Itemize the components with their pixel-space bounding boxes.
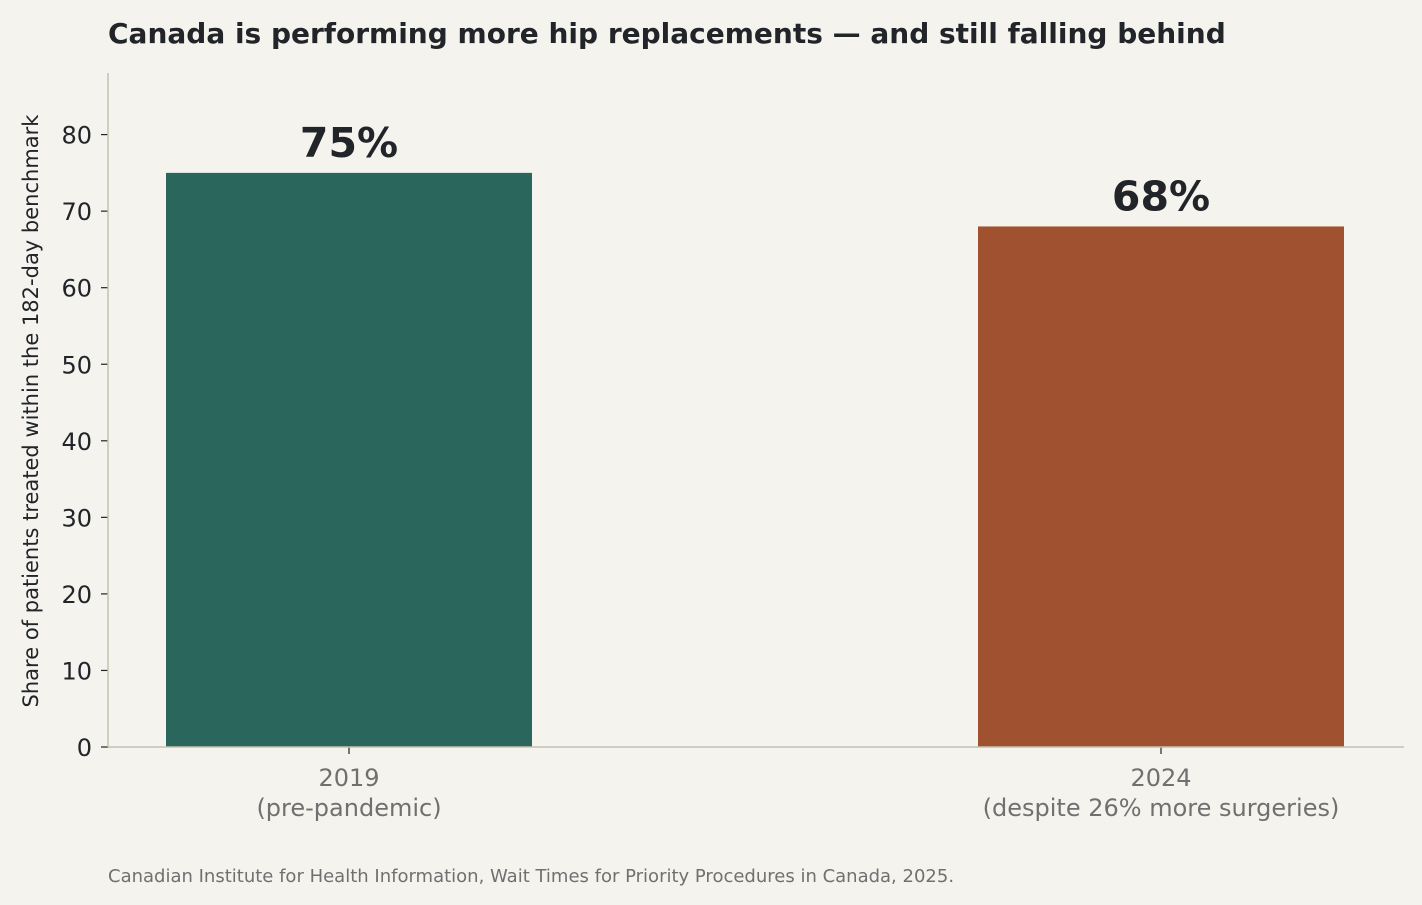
source-note: Canadian Institute for Health Informatio…	[108, 866, 954, 887]
y-tick-label: 80	[61, 122, 92, 150]
chart-title: Canada is performing more hip replacemen…	[108, 17, 1226, 50]
bar-2024	[978, 226, 1344, 747]
y-tick-label: 60	[61, 275, 92, 303]
y-axis-ticks: 0 10 20 30 40 50 60 70 80	[61, 122, 108, 762]
x-tick-label-note: (pre-pandemic)	[256, 794, 441, 822]
value-labels-group: 75% 68%	[300, 119, 1210, 221]
x-tick-label-year: 2019	[318, 764, 379, 792]
y-tick-label: 10	[61, 657, 92, 685]
x-axis-ticks: 2019(pre-pandemic) 2024(despite 26% more …	[256, 747, 1339, 822]
y-tick-label: 30	[61, 504, 92, 532]
y-tick-label: 40	[61, 428, 92, 456]
y-axis-label: Share of patients treated within the 182…	[19, 114, 43, 708]
y-tick-label: 20	[61, 581, 92, 609]
y-tick-label: 70	[61, 198, 92, 226]
value-label-2019: 75%	[300, 119, 398, 167]
bar-2019	[166, 172, 532, 747]
value-label-2024: 68%	[1112, 172, 1210, 220]
x-tick-label-note: (despite 26% more surgeries)	[983, 794, 1340, 822]
y-tick-label: 0	[77, 734, 92, 762]
bars-group	[166, 172, 1344, 747]
x-tick-label-year: 2024	[1130, 764, 1191, 792]
y-tick-label: 50	[61, 351, 92, 379]
